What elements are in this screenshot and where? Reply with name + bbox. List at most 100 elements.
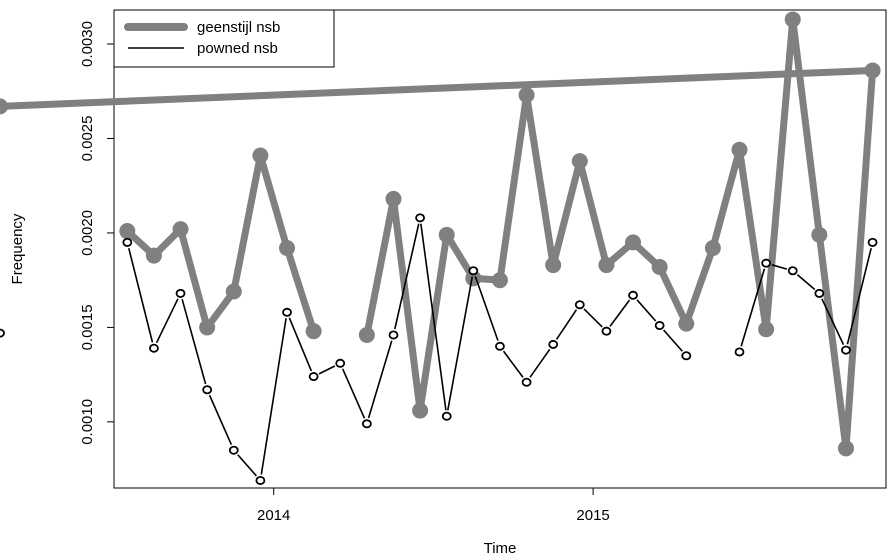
data-point [491, 272, 508, 289]
y-axis: 0.0010 0.0015 0.0020 0.0025 0.0030 [79, 21, 114, 445]
series-segment [842, 66, 877, 452]
data-point [279, 240, 296, 257]
data-point [574, 300, 585, 310]
legend: geenstijl nsb powned nsb [113, 9, 335, 68]
legend-box [113, 9, 335, 68]
data-point [441, 411, 452, 421]
data-point [415, 213, 425, 223]
data-point [225, 283, 242, 300]
data-point [122, 237, 133, 247]
data-point [255, 475, 266, 485]
data-point [468, 266, 479, 276]
x-axis-title: Time [484, 540, 517, 557]
series-layer [0, 11, 881, 485]
data-point [412, 402, 429, 419]
series-segment [549, 157, 584, 269]
series-segment [256, 151, 291, 252]
data-point [199, 319, 216, 336]
series-segment [576, 157, 610, 269]
data-point [0, 328, 5, 338]
series-segment [796, 274, 816, 291]
data-point [149, 343, 159, 353]
data-point [734, 347, 745, 357]
x-axis: 2014 2015 [257, 488, 610, 524]
series-segment [155, 298, 179, 344]
data-point [518, 87, 535, 104]
series-segment [363, 195, 397, 339]
data-point [571, 153, 588, 170]
data-point [358, 326, 375, 343]
data-point [811, 226, 828, 243]
series-segment [0, 66, 877, 110]
data-point [837, 440, 854, 457]
series-segment [529, 348, 551, 378]
data-point [495, 341, 505, 351]
plot-box [113, 9, 887, 489]
series-segment [128, 248, 154, 343]
data-point [145, 247, 162, 264]
series-segment [523, 91, 557, 269]
data-point [361, 419, 372, 429]
data-point [119, 223, 136, 240]
y-tick-label: 0.0015 [79, 304, 96, 350]
series-segment [609, 299, 631, 327]
series-segment [208, 394, 233, 446]
data-point [864, 62, 881, 79]
data-point [252, 147, 269, 164]
data-point [521, 377, 532, 387]
data-point [681, 351, 692, 361]
data-point [625, 234, 642, 251]
series-segment [656, 263, 690, 328]
data-point [814, 288, 825, 298]
data-point [841, 345, 851, 355]
series-segment [815, 231, 850, 452]
y-axis-title: Frequency [9, 213, 26, 284]
data-point [678, 315, 695, 332]
series-segment [771, 264, 788, 270]
series-segment [789, 15, 823, 239]
series-segment [846, 248, 872, 345]
data-point [548, 339, 559, 349]
y-tick-label: 0.0010 [79, 399, 96, 445]
series-segment [260, 318, 287, 475]
series-segment [821, 298, 845, 345]
series-segment [237, 454, 258, 477]
data-point [867, 237, 878, 247]
series-segment [740, 268, 766, 347]
series-segment [735, 146, 770, 333]
data-point [784, 11, 801, 28]
data-point [601, 326, 612, 336]
data-point [172, 221, 189, 238]
data-point [202, 385, 213, 395]
data-point [385, 190, 402, 207]
y-tick-label: 0.0020 [79, 210, 96, 256]
x-tick-label: 2015 [576, 507, 609, 524]
y-tick-label: 0.0025 [79, 116, 96, 162]
series-segment [341, 368, 366, 419]
data-point [335, 358, 346, 368]
series-segment [474, 276, 499, 341]
data-point [388, 330, 399, 340]
data-point [651, 258, 668, 275]
data-point [704, 240, 721, 257]
series-segment [583, 308, 603, 328]
series-segment [389, 195, 424, 415]
series-segment [502, 350, 524, 378]
data-point [228, 445, 239, 455]
legend-label-geenstijl: geenstijl nsb [197, 19, 280, 36]
series-segment [288, 317, 313, 372]
data-point [438, 226, 455, 243]
data-point [545, 257, 562, 274]
data-point [654, 321, 665, 331]
data-point [761, 258, 772, 268]
data-point [731, 141, 748, 158]
series-segment [283, 244, 318, 335]
series-segment [447, 276, 474, 411]
data-point [0, 98, 8, 115]
series-segment [555, 309, 578, 340]
data-point [628, 290, 638, 300]
series-segment [762, 15, 797, 333]
data-point [598, 257, 615, 274]
data-point [175, 288, 186, 298]
series-segment [663, 329, 683, 352]
